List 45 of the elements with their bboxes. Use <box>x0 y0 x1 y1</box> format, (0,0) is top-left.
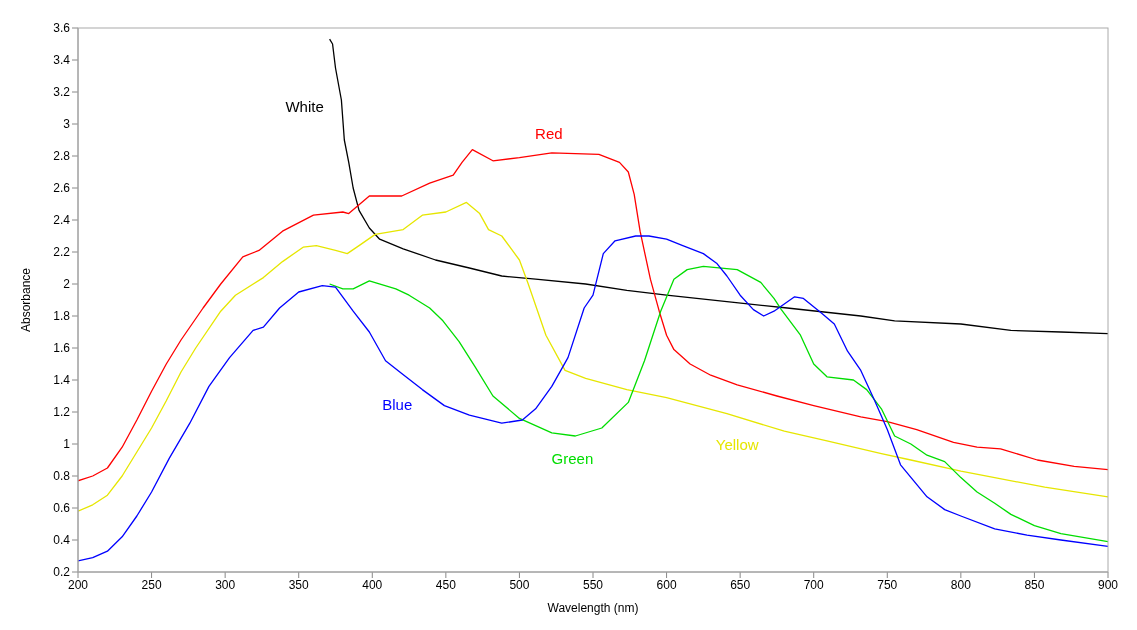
y-tick-label: 0.8 <box>53 469 71 484</box>
x-tick-label: 500 <box>509 577 530 592</box>
x-tick-label: 800 <box>950 577 972 592</box>
y-tick-label: 1.2 <box>53 405 71 420</box>
series-label: White <box>285 97 324 115</box>
y-tick-label: 2.8 <box>53 149 71 164</box>
x-tick-label: 750 <box>877 577 898 592</box>
y-tick-label: 0.2 <box>53 565 71 580</box>
x-tick-label: 700 <box>803 577 825 592</box>
line-series <box>78 201 1108 512</box>
series-label: Blue <box>382 395 413 413</box>
y-tick-label: 2.2 <box>53 245 71 260</box>
series-label: Green <box>551 449 594 467</box>
y-tick-label: 0.4 <box>53 533 71 548</box>
y-tick-label: 1.6 <box>53 341 71 356</box>
y-tick-label: 3.2 <box>53 85 71 100</box>
x-tick-label: 300 <box>215 577 236 592</box>
line-series <box>328 38 1108 335</box>
y-axis-title: Absorbance <box>19 267 34 333</box>
line-series <box>328 265 1108 543</box>
x-tick-label: 450 <box>435 577 457 592</box>
x-tick-label: 350 <box>288 577 310 592</box>
x-tick-label: 600 <box>656 577 677 592</box>
x-tick-label: 400 <box>362 577 383 592</box>
y-tick-label: 2.6 <box>53 181 71 196</box>
x-tick-label: 550 <box>582 577 604 592</box>
x-tick-label: 200 <box>67 577 89 592</box>
y-tick-label: 2.4 <box>53 213 71 228</box>
y-tick-label: 3.6 <box>53 21 71 36</box>
y-tick-label: 2 <box>63 277 71 292</box>
y-tick-label: 0.6 <box>53 501 71 516</box>
y-tick-label: 3.4 <box>53 53 71 68</box>
x-tick-label: 850 <box>1024 577 1045 592</box>
y-tick-label: 1 <box>63 437 71 452</box>
x-tick-label: 250 <box>141 577 162 592</box>
series-label: Yellow <box>715 435 759 453</box>
x-axis-title: Wavelength (nm) <box>547 601 639 615</box>
y-tick-label: 1.4 <box>53 373 71 388</box>
series-label: Red <box>535 125 563 143</box>
line-series <box>78 148 1108 482</box>
y-tick-label: 3 <box>63 117 71 132</box>
x-tick-label: 650 <box>730 577 751 592</box>
line-series <box>78 235 1108 562</box>
y-tick-label: 1.8 <box>53 309 71 324</box>
x-tick-label: 900 <box>1097 577 1119 592</box>
